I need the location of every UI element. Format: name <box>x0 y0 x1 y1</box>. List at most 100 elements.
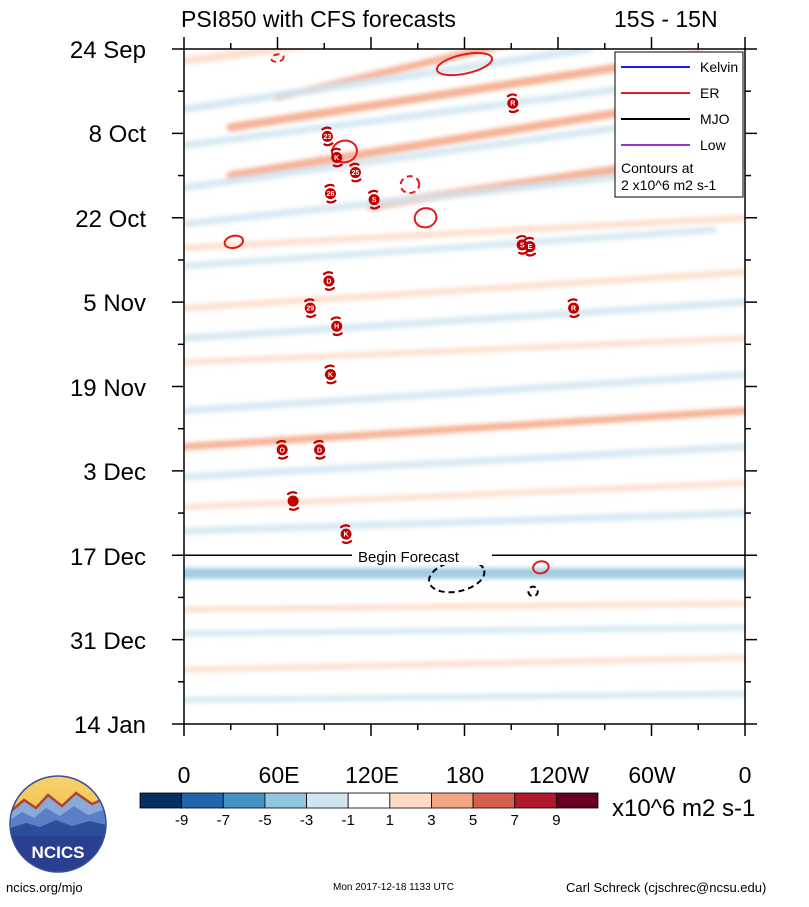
axis-ticks <box>172 37 757 736</box>
colorbar-tick-label-1: -7 <box>217 812 230 829</box>
y-tick-label-24sep: 24 Sep <box>70 37 146 64</box>
colorbar-swatch-3 <box>264 792 307 809</box>
storm-swirl <box>330 316 343 337</box>
anomaly-band-23 <box>184 690 745 703</box>
legend-label-low: Low <box>700 137 727 153</box>
legend: Kelvin ER MJO Low Contours at 2 x10^6 m2… <box>614 51 744 198</box>
storm-swirl <box>324 364 337 385</box>
storm-marker-8: D <box>322 271 336 291</box>
storm-core <box>314 444 326 456</box>
y-tick-label-3dec: 3 Dec <box>83 459 146 486</box>
contour-er-4 <box>413 207 438 229</box>
storm-core <box>304 302 316 314</box>
storm-label: D <box>317 447 322 454</box>
storm-core <box>321 130 333 142</box>
forecast-label-bg <box>352 547 492 565</box>
x-tick-label-60e: 60E <box>259 762 300 788</box>
logo-text: NCICS <box>32 843 85 862</box>
storm-core <box>331 151 343 163</box>
footer-timestamp: Mon 2017-12-18 1133 UTC <box>333 882 454 893</box>
storm-core <box>368 194 380 206</box>
storm-swirl <box>330 147 343 168</box>
ncics-logo: NCICS <box>9 775 107 873</box>
storm-marker-9: R <box>567 298 580 319</box>
storm-core <box>349 167 361 179</box>
storm-label: S <box>520 242 525 249</box>
x-tick-label-0-end: 0 <box>739 762 752 788</box>
legend-note-line1: Contours at <box>621 160 693 176</box>
storm-core <box>340 528 352 540</box>
storm-marker-13: O <box>276 439 289 460</box>
storm-label: 26 <box>327 191 335 198</box>
x-tick-label-120w: 120W <box>529 762 589 788</box>
anomaly-band-11 <box>184 268 745 312</box>
legend-label-mjo: MJO <box>700 111 730 127</box>
contour-er-3 <box>399 175 421 195</box>
storm-swirl <box>339 524 353 545</box>
region-label: 15S - 15N <box>614 6 718 32</box>
anomaly-band-22 <box>184 654 745 673</box>
anomaly-band-9 <box>184 214 745 252</box>
anomaly-band-13 <box>184 335 745 366</box>
storm-label: H <box>334 324 339 331</box>
contour-er-1 <box>270 53 285 63</box>
legend-label-er: ER <box>700 85 719 101</box>
storm-swirl <box>506 93 519 114</box>
contour-er-0 <box>435 52 494 77</box>
legend-box <box>614 51 744 198</box>
colorbar-tick-label-9: 9 <box>552 812 560 829</box>
colorbar-swatch-4 <box>306 792 349 809</box>
storm-swirl <box>304 298 317 319</box>
colorbar-tick-label-8: 7 <box>511 812 519 829</box>
colorbar-swatch-7 <box>431 792 474 809</box>
footer-site-link[interactable]: ncics.org/mjo <box>6 880 83 895</box>
y-tick-label-8oct: 8 Oct <box>89 121 147 148</box>
storm-label: E <box>528 244 533 251</box>
storm-swirl <box>368 189 381 210</box>
storm-core <box>276 444 288 456</box>
contour-er-6 <box>532 560 550 575</box>
storm-marker-12: K <box>324 364 337 385</box>
footer-author: Carl Schreck (cjschrec@ncsu.edu) <box>566 880 767 895</box>
y-tick-label-17dec: 17 Dec <box>70 544 146 571</box>
y-tick-label-31dec: 31 Dec <box>70 628 146 655</box>
colorbar-swatch-6 <box>389 792 432 809</box>
colorbar-swatch-5 <box>347 792 391 809</box>
storm-swirl <box>567 298 580 319</box>
storm-core <box>507 97 519 109</box>
storm-core <box>287 495 299 507</box>
storm-core <box>324 188 336 200</box>
storm-swirl <box>313 439 326 460</box>
storm-marker-0: R <box>506 93 519 114</box>
storm-label: R <box>571 306 576 313</box>
storm-core <box>524 241 536 253</box>
chart-title: PSI850 with CFS forecasts <box>181 6 456 32</box>
colorbar-tick-label-4: -1 <box>342 812 355 829</box>
storm-core <box>323 275 335 287</box>
storm-label: 29 <box>306 306 314 313</box>
colorbar-swatch-0 <box>139 792 183 809</box>
storm-swirl <box>349 162 362 183</box>
colorbar-tick-label-3: -3 <box>300 812 313 829</box>
colorbar-tick-label-0: -9 <box>175 812 188 829</box>
x-tick-label-60w: 60W <box>628 762 676 788</box>
anomaly-band-6 <box>184 123 624 192</box>
storm-swirl <box>276 439 289 460</box>
storm-marker-4: 26 <box>324 183 337 204</box>
storm-swirl <box>286 491 300 511</box>
storm-swirl <box>321 126 334 147</box>
storm-label: K <box>334 155 339 162</box>
anomaly-band-10 <box>184 226 718 270</box>
storm-swirl <box>324 183 337 204</box>
y-tick-label-22oct: 22 Oct <box>75 206 146 233</box>
anomaly-band-16 <box>184 443 745 481</box>
storm-marker-1: 23 <box>321 126 334 147</box>
colorbar-units: x10^6 m2 s-1 <box>612 795 755 822</box>
storm-marker-14: D <box>313 439 326 460</box>
colorbar: -9 -7 -5 -3 -1 1 3 5 7 9 <box>139 792 599 829</box>
colorbar-swatch-1 <box>181 792 224 809</box>
anomaly-band-14 <box>184 370 745 415</box>
contour-mjo-8 <box>527 585 539 598</box>
